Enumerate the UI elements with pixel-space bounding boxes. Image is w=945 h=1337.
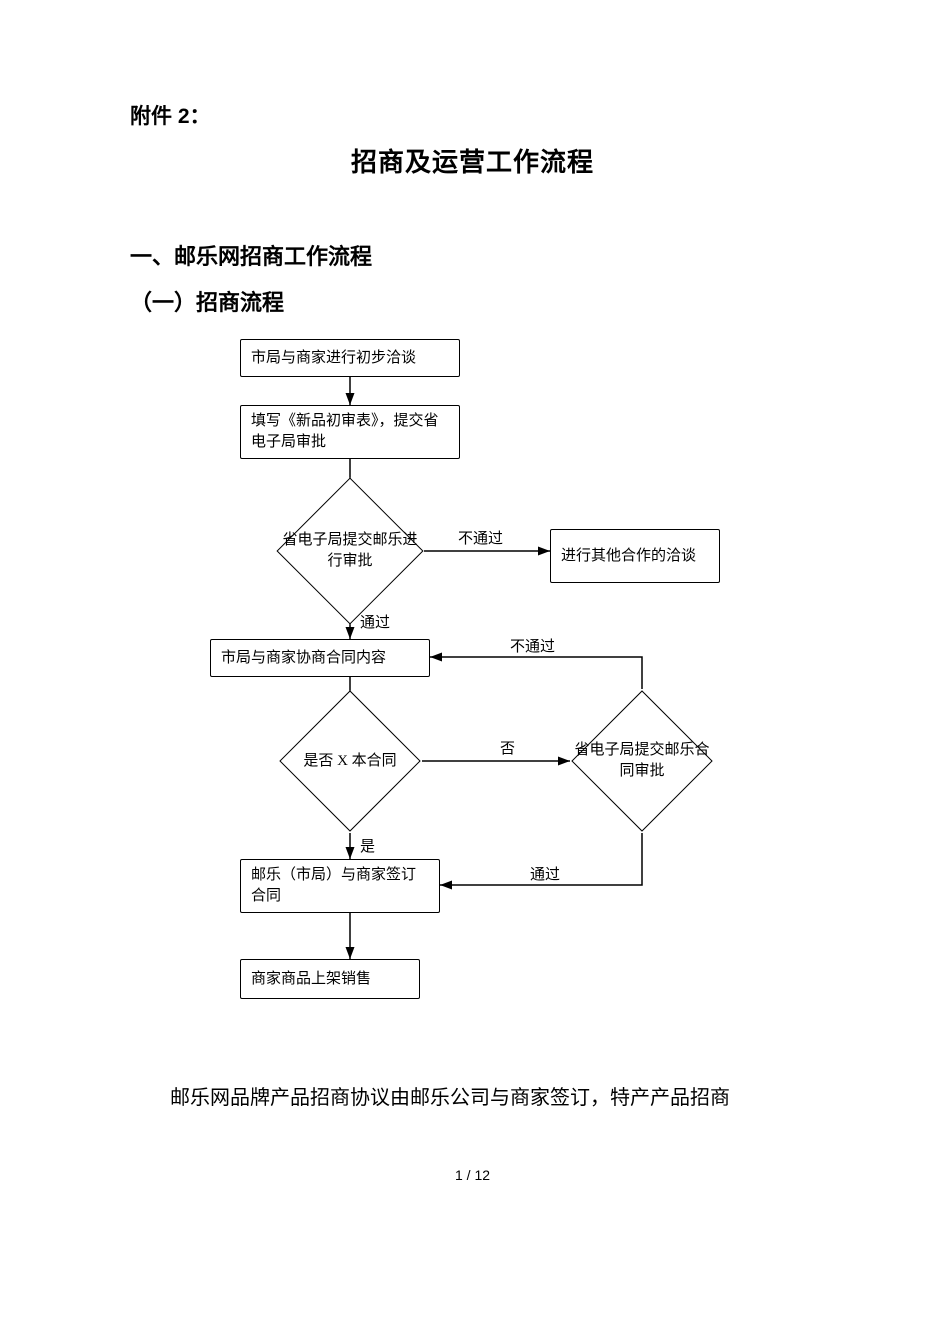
- flow-node-n4: 进行其他合作的洽谈: [550, 529, 720, 583]
- edge-label-yes: 是: [360, 835, 375, 856]
- edge-label-pass2: 通过: [530, 863, 560, 884]
- flow-node-n9: 商家商品上架销售: [240, 959, 420, 999]
- flow-node-label: 是否 X 本合同: [303, 751, 396, 772]
- edge-label-pass1: 通过: [360, 611, 390, 632]
- flow-node-label: 商家商品上架销售: [251, 969, 371, 990]
- attachment-label: 附件 2：: [130, 100, 815, 130]
- flow-node-n2: 填写《新品初审表》，提交省电子局审批: [240, 405, 460, 459]
- flow-node-n8: 邮乐（市局）与商家签订合同: [240, 859, 440, 913]
- flowchart: 市局与商家进行初步洽谈 填写《新品初审表》，提交省电子局审批 省电子局提交邮乐进…: [190, 339, 830, 1019]
- flow-node-n5: 市局与商家协商合同内容: [210, 639, 430, 677]
- page-number: 1 / 12: [130, 1167, 815, 1183]
- flow-node-n7: 省电子局提交邮乐合同审批: [592, 711, 692, 811]
- edge-label-no: 否: [500, 737, 515, 758]
- body-paragraph: 邮乐网品牌产品招商协议由邮乐公司与商家签订，特产产品招商: [130, 1079, 815, 1117]
- flow-node-label: 市局与商家进行初步洽谈: [251, 348, 416, 369]
- flow-node-label: 省电子局提交邮乐进行审批: [277, 530, 423, 572]
- section-heading-2: （一）招商流程: [130, 285, 815, 317]
- edge-label-fail1: 不通过: [458, 527, 503, 548]
- flow-node-label: 市局与商家协商合同内容: [221, 648, 386, 669]
- flow-node-n3: 省电子局提交邮乐进行审批: [298, 499, 402, 603]
- doc-title: 招商及运营工作流程: [130, 142, 815, 179]
- page-current: 1: [455, 1167, 463, 1183]
- edge-label-fail2: 不通过: [510, 635, 555, 656]
- page-total: 12: [474, 1167, 490, 1183]
- section-heading-1: 一、邮乐网招商工作流程: [130, 239, 815, 271]
- flow-node-label: 填写《新品初审表》，提交省电子局审批: [251, 411, 449, 453]
- flow-node-n1: 市局与商家进行初步洽谈: [240, 339, 460, 377]
- document-page: 附件 2： 招商及运营工作流程 一、邮乐网招商工作流程 （一）招商流程: [0, 0, 945, 1223]
- flow-node-n6: 是否 X 本合同: [300, 711, 400, 811]
- flow-node-label: 进行其他合作的洽谈: [561, 546, 696, 567]
- flow-node-label: 省电子局提交邮乐合同审批: [572, 740, 712, 782]
- flow-node-label: 邮乐（市局）与商家签订合同: [251, 865, 429, 907]
